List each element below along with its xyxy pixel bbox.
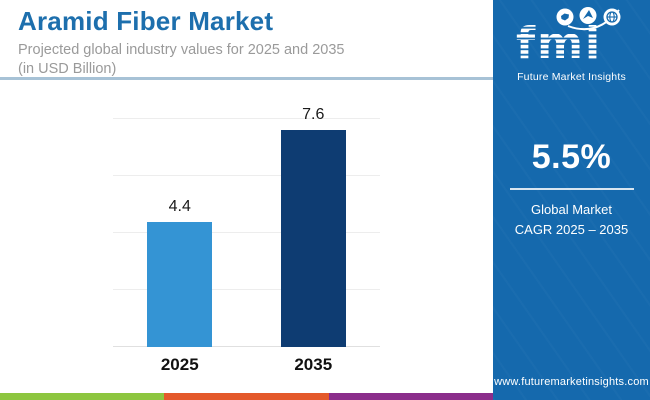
bar-2035 bbox=[280, 130, 346, 347]
bar-2025 bbox=[147, 221, 213, 347]
strip-orange bbox=[164, 393, 329, 400]
globe-icon bbox=[603, 8, 620, 26]
bar-column-2025: 4.4 bbox=[113, 198, 247, 347]
map-icon bbox=[556, 8, 573, 26]
gridline-4 bbox=[113, 232, 380, 233]
subtitle-line2: (in USD Billion) bbox=[18, 61, 117, 77]
footer-color-strips bbox=[0, 393, 493, 400]
subtitle-line1: Projected global industry values for 202… bbox=[18, 42, 345, 58]
plot-area: 4.4 7.6 bbox=[113, 106, 380, 347]
gridline-2 bbox=[113, 289, 380, 290]
gridline-0 bbox=[113, 346, 380, 347]
fmi-logo-graphic: fmi bbox=[516, 7, 620, 69]
x-axis-label-2025: 2025 bbox=[160, 355, 199, 374]
page-title: Aramid Fiber Market bbox=[18, 6, 274, 36]
fmi-logo: fmi Future Market Insights bbox=[493, 7, 650, 83]
fmi-logo-text: fmi bbox=[516, 18, 602, 65]
bar-value-label-2025: 4.4 bbox=[168, 197, 191, 215]
bar-value-label-2035: 7.6 bbox=[302, 106, 325, 124]
chart-section: Aramid Fiber Market Projected global ind… bbox=[0, 6, 493, 400]
bars: 4.4 7.6 bbox=[113, 106, 380, 347]
brand-panel: fmi Future Market Insights 5.5% Global M… bbox=[493, 0, 650, 400]
gridline-8 bbox=[113, 118, 380, 119]
cagr-value: 5.5% bbox=[531, 138, 612, 176]
cagr-label-line1: Global Market bbox=[531, 202, 612, 217]
logo-caption: Future Market Insights bbox=[517, 71, 626, 83]
gridline-6 bbox=[113, 175, 380, 176]
cagr-label-line2: CAGR 2025 – 2035 bbox=[514, 222, 629, 237]
x-axis-label-2035: 2035 bbox=[294, 355, 333, 374]
cagr-divider bbox=[509, 188, 634, 190]
plane-icon bbox=[579, 7, 596, 24]
bar-column-2035: 7.6 bbox=[247, 106, 381, 347]
website-url: www.futuremarketinsights.com bbox=[494, 376, 649, 388]
cagr-block: 5.5% Global Market CAGR 2025 – 2035 bbox=[493, 138, 650, 240]
strip-purple bbox=[328, 393, 493, 400]
subtitle: Projected global industry values for 202… bbox=[18, 41, 344, 79]
strip-green bbox=[0, 393, 165, 400]
x-axis-labels: 2025 2035 bbox=[113, 355, 380, 375]
header-divider bbox=[0, 77, 493, 80]
bar-chart: 4.4 7.6 2025 2035 bbox=[113, 106, 380, 375]
